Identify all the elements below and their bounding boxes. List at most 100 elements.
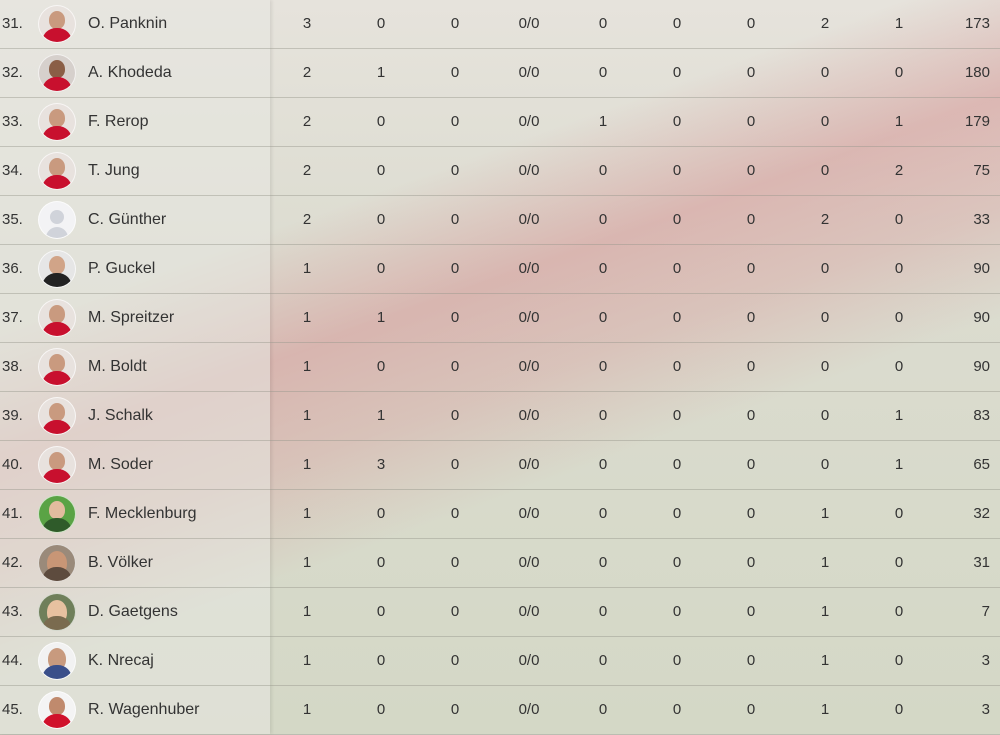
stat-cell-8: 0 [788,146,862,196]
stat-cell-6: 0 [640,146,714,196]
stat-cell-4: 0/0 [492,0,566,49]
table-row[interactable]: 42. B. Völker 1 0 0 0/0 0 0 0 1 0 31 [0,538,1000,588]
stat-cell-1: 3 [270,0,344,49]
stat-cell-2: 0 [344,244,418,294]
stat-cell-7: 0 [714,391,788,441]
table-row[interactable]: 38. M. Boldt 1 0 0 0/0 0 0 0 0 0 90 [0,342,1000,392]
table-row[interactable]: 39. J. Schalk 1 1 0 0/0 0 0 0 0 1 83 [0,391,1000,441]
rank-cell: 32. [0,48,38,98]
table-row[interactable]: 45. R. Wagenhuber 1 0 0 0/0 0 0 0 1 0 3 [0,685,1000,735]
avatar[interactable] [38,494,76,533]
avatar-body-shape [42,419,72,434]
table-row[interactable]: 44. K. Nrecaj 1 0 0 0/0 0 0 0 1 0 3 [0,636,1000,686]
table-row[interactable]: 36. P. Guckel 1 0 0 0/0 0 0 0 0 0 90 [0,244,1000,294]
stat-cell-1: 1 [270,685,344,735]
player-name[interactable]: D. Gaetgens [84,587,270,637]
stat-cell-3: 0 [418,636,492,686]
avatar[interactable] [38,445,76,484]
stat-cell-4: 0/0 [492,342,566,392]
avatar[interactable] [38,347,76,386]
stat-cell-3: 0 [418,685,492,735]
table-row[interactable]: 43. D. Gaetgens 1 0 0 0/0 0 0 0 1 0 7 [0,587,1000,637]
stat-cell-5: 0 [566,244,640,294]
stat-cell-3: 0 [418,391,492,441]
avatar-cell [38,146,84,196]
avatar[interactable] [38,200,76,239]
avatar-body-shape [42,125,72,140]
player-name[interactable]: C. Günther [84,195,270,245]
stat-cell-5: 0 [566,636,640,686]
avatar-cell [38,244,84,294]
stat-cell-9: 0 [862,587,936,637]
player-name[interactable]: F. Mecklenburg [84,489,270,539]
player-name[interactable]: M. Soder [84,440,270,490]
stat-cell-6: 0 [640,489,714,539]
avatar-cell [38,391,84,441]
table-row[interactable]: 31. O. Panknin 3 0 0 0/0 0 0 0 2 1 173 [0,0,1000,49]
avatar[interactable] [38,102,76,141]
stat-cell-8: 0 [788,391,862,441]
stat-cell-2: 0 [344,0,418,49]
stat-cell-9: 0 [862,195,936,245]
avatar-cell [38,342,84,392]
stat-cell-2: 0 [344,685,418,735]
player-name[interactable]: O. Panknin [84,0,270,49]
avatar[interactable] [38,249,76,288]
avatar[interactable] [38,690,76,729]
avatar-body-shape [42,370,72,385]
avatar[interactable] [38,396,76,435]
stat-cell-3: 0 [418,244,492,294]
player-name[interactable]: B. Völker [84,538,270,588]
player-name[interactable]: M. Boldt [84,342,270,392]
stat-cell-9: 2 [862,146,936,196]
stat-cell-8: 0 [788,97,862,147]
stat-cell-7: 0 [714,0,788,49]
stat-cell-9: 0 [862,342,936,392]
player-name[interactable]: J. Schalk [84,391,270,441]
stat-cell-10: 31 [936,538,1000,588]
table-row[interactable]: 34. T. Jung 2 0 0 0/0 0 0 0 0 2 75 [0,146,1000,196]
stat-cell-5: 0 [566,342,640,392]
stat-cell-10: 90 [936,293,1000,343]
avatar[interactable] [38,592,76,631]
stat-cell-4: 0/0 [492,685,566,735]
player-name[interactable]: K. Nrecaj [84,636,270,686]
avatar[interactable] [38,298,76,337]
stat-cell-1: 1 [270,293,344,343]
avatar[interactable] [38,53,76,92]
rank-cell: 45. [0,685,38,735]
player-name[interactable]: P. Guckel [84,244,270,294]
stat-cell-7: 0 [714,440,788,490]
table-row[interactable]: 41. F. Mecklenburg 1 0 0 0/0 0 0 0 1 0 32 [0,489,1000,539]
stat-cell-10: 7 [936,587,1000,637]
table-row[interactable]: 32. A. Khodeda 2 1 0 0/0 0 0 0 0 0 180 [0,48,1000,98]
avatar[interactable] [38,641,76,680]
player-name[interactable]: F. Rerop [84,97,270,147]
avatar[interactable] [38,4,76,43]
stat-cell-4: 0/0 [492,146,566,196]
stat-cell-8: 0 [788,48,862,98]
stat-cell-9: 1 [862,440,936,490]
avatar-face-shape [49,451,65,470]
avatar[interactable] [38,543,76,582]
player-name[interactable]: T. Jung [84,146,270,196]
table-row[interactable]: 37. M. Spreitzer 1 1 0 0/0 0 0 0 0 0 90 [0,293,1000,343]
rank-cell: 44. [0,636,38,686]
stat-cell-5: 0 [566,587,640,637]
rank-cell: 31. [0,0,38,49]
player-name[interactable]: A. Khodeda [84,48,270,98]
stat-cell-3: 0 [418,97,492,147]
table-row[interactable]: 35. C. Günther 2 0 0 0/0 0 0 0 2 0 33 [0,195,1000,245]
avatar[interactable] [38,151,76,190]
stat-cell-5: 0 [566,0,640,49]
table-row[interactable]: 33. F. Rerop 2 0 0 0/0 1 0 0 0 1 179 [0,97,1000,147]
stat-cell-7: 0 [714,685,788,735]
stat-cell-8: 0 [788,440,862,490]
stat-cell-1: 1 [270,489,344,539]
table-row[interactable]: 40. M. Soder 1 3 0 0/0 0 0 0 0 1 65 [0,440,1000,490]
stat-cell-8: 0 [788,244,862,294]
avatar-body-shape [42,76,72,91]
player-name[interactable]: R. Wagenhuber [84,685,270,735]
player-name[interactable]: M. Spreitzer [84,293,270,343]
